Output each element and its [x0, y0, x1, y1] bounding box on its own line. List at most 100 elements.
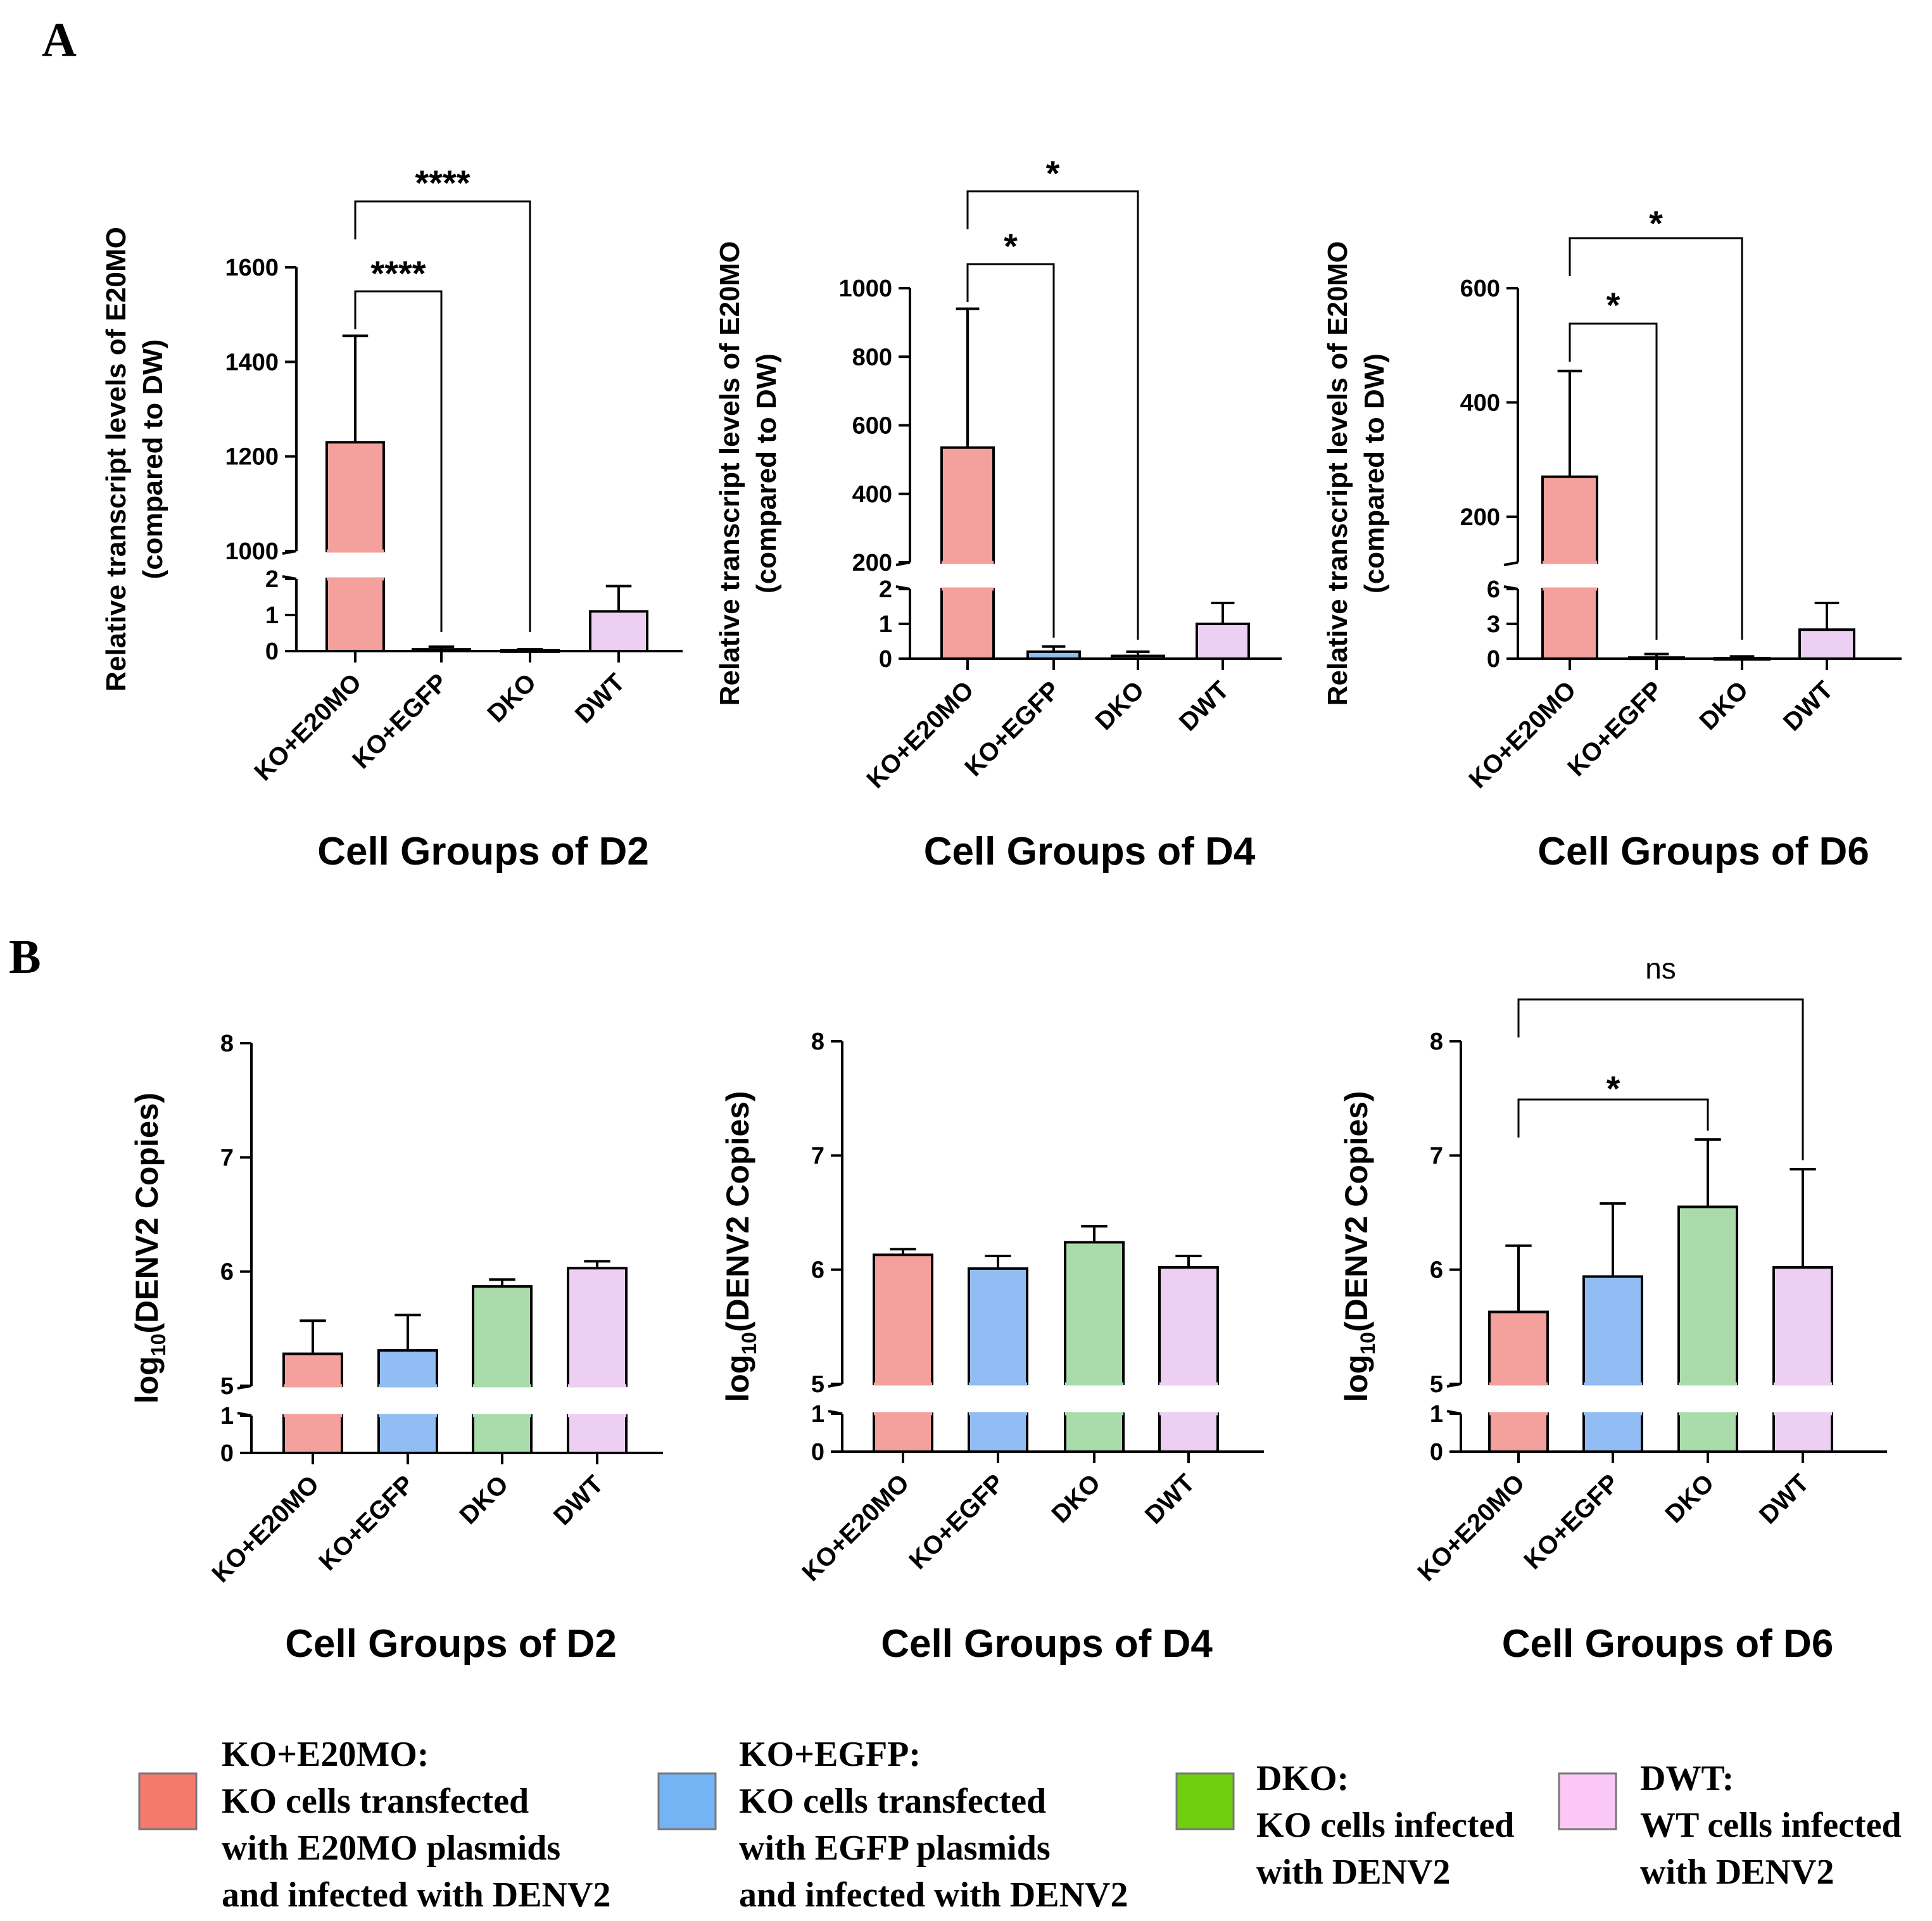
y-tick-label: 400 [852, 481, 892, 508]
y-tick-label: 7 [811, 1143, 824, 1169]
x-tick-label: KO+EGFP [347, 668, 453, 774]
bar-ko+egfp-lower [377, 1414, 438, 1454]
significance-bracket [966, 263, 1055, 638]
y-tick-label: 5 [220, 1373, 234, 1400]
y-tick-label: 0 [811, 1439, 824, 1466]
x-axis-title: Cell Groups of D6 [1502, 1622, 1834, 1666]
y-axis-title: log10(DENV2 Copies) [720, 1091, 761, 1402]
y-tick-label: 2 [265, 566, 279, 593]
y-tick-label: 200 [1460, 504, 1500, 531]
x-tick-label: KO+EGFP [1518, 1469, 1624, 1575]
bar-ko+e20mo-upper [1488, 1310, 1549, 1385]
bar-ko+e20mo-upper [1541, 475, 1598, 564]
bar-dwt [589, 610, 648, 652]
legend-text: DKO: [1256, 1759, 1349, 1798]
y-tick-label: 1 [220, 1403, 234, 1430]
bar-ko+e20mo-upper [325, 441, 385, 552]
significance-label: **** [415, 163, 470, 203]
legend-text: WT cells infected [1640, 1806, 1902, 1845]
panel-label-b: B [9, 930, 41, 984]
significance-label: * [1607, 285, 1620, 325]
bar-dwt [1196, 623, 1250, 660]
bar-dwt-lower [567, 1414, 628, 1454]
bar-dko-upper [1677, 1205, 1738, 1385]
legend-text: KO cells transfected [739, 1782, 1046, 1821]
bar-dwt-lower [1158, 1412, 1219, 1453]
bar-dwt-lower [1772, 1412, 1833, 1453]
significance-label: **** [370, 253, 426, 293]
x-tick-label: KO+EGFP [904, 1469, 1009, 1575]
legend-text: with DENV2 [1256, 1853, 1450, 1892]
legend-swatch-ko+e20mo [138, 1772, 198, 1830]
y-tick-label: 7 [220, 1144, 234, 1171]
x-tick-label: DKO [1694, 676, 1753, 735]
y-tick-label: 3 [1487, 611, 1500, 638]
y-tick-label: 0 [265, 638, 279, 665]
x-tick-label: KO+E20MO [861, 676, 979, 794]
bar-dwt-upper [1772, 1266, 1833, 1386]
y-tick-label: 1000 [225, 538, 279, 565]
x-axis-title: Cell Groups of D4 [924, 830, 1256, 873]
y-tick-label: 8 [811, 1029, 824, 1055]
x-tick-label: DKO [1046, 1469, 1106, 1528]
x-tick-label: KO+E20MO [206, 1470, 324, 1588]
y-tick-label: 6 [1487, 576, 1500, 603]
bar-ko+egfp-lower [968, 1412, 1028, 1453]
significance-label: * [1046, 153, 1060, 193]
bar-ko+egfp-upper [377, 1349, 438, 1388]
legend-text: KO cells infected [1256, 1806, 1514, 1845]
panel-label-a: A [42, 13, 77, 67]
bar-ko+e20mo-upper [940, 446, 995, 564]
bar-ko+e20mo-lower [325, 578, 385, 652]
legend-text: with E20MO plasmids [222, 1829, 560, 1868]
bar-ko+egfp-lower [1582, 1412, 1643, 1453]
bar-ko+e20mo-lower [940, 588, 995, 660]
x-tick-label: KO+E20MO [1463, 676, 1581, 794]
bar-dko-lower [1064, 1412, 1125, 1453]
y-tick-label: 1000 [838, 276, 892, 302]
y-axis-title: log10(DENV2 Copies) [129, 1093, 170, 1404]
legend-text: KO+EGFP: [739, 1735, 921, 1774]
y-axis-title: (compared to DW) [751, 353, 782, 593]
y-tick-label: 800 [852, 344, 892, 371]
y-tick-label: 6 [220, 1259, 234, 1286]
legend-text: KO+E20MO: [222, 1735, 429, 1774]
x-axis-title: Cell Groups of D4 [881, 1622, 1213, 1666]
y-axis-title: Relative transcript levels of E20MO [1322, 241, 1353, 706]
y-tick-label: 0 [220, 1440, 234, 1467]
y-tick-label: 6 [1430, 1257, 1443, 1284]
legend-text: and infected with DENV2 [222, 1875, 610, 1915]
y-axis-title: Relative transcript levels of E20MO [714, 241, 745, 706]
x-tick-label: DWT [1754, 1469, 1815, 1530]
significance-bracket [1569, 237, 1743, 640]
y-tick-label: 8 [220, 1030, 234, 1057]
bar-ko+e20mo-lower [1488, 1412, 1549, 1453]
significance-bracket [1517, 998, 1804, 1160]
x-tick-label: DKO [482, 668, 541, 728]
y-tick-label: 1 [811, 1401, 824, 1428]
y-tick-label: 5 [811, 1371, 824, 1398]
bar-dko-upper [472, 1285, 533, 1387]
bar-ko+e20mo-lower [1541, 588, 1598, 660]
y-tick-label: 0 [1487, 646, 1500, 673]
y-tick-label: 0 [1430, 1439, 1443, 1466]
y-tick-label: 1 [879, 611, 892, 638]
x-tick-label: DWT [1174, 676, 1235, 737]
bar-ko+e20mo-upper [282, 1352, 343, 1387]
x-axis-title: Cell Groups of D2 [317, 830, 649, 873]
y-tick-label: 6 [811, 1257, 824, 1284]
legend-swatch-ko+egfp [657, 1772, 717, 1830]
y-tick-label: 1400 [225, 349, 279, 376]
y-tick-label: 600 [852, 413, 892, 440]
bar-ko+egfp-upper [968, 1267, 1028, 1385]
bar-ko+e20mo-lower [282, 1414, 343, 1454]
significance-label: * [1649, 203, 1663, 243]
x-tick-label: KO+E20MO [249, 668, 367, 786]
y-tick-label: 200 [852, 550, 892, 576]
y-axis-title: log10(DENV2 Copies) [1339, 1091, 1379, 1402]
bar-dwt-upper [567, 1267, 628, 1388]
